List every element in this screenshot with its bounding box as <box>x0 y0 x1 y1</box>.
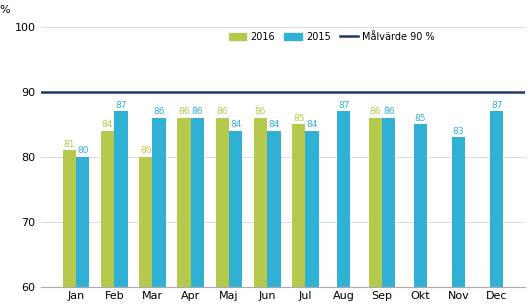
Bar <box>305 131 319 286</box>
Text: 81: 81 <box>64 140 75 149</box>
Text: 84: 84 <box>306 120 318 130</box>
Text: 80: 80 <box>140 146 151 155</box>
Text: 87: 87 <box>338 101 349 110</box>
Text: %: % <box>0 5 10 15</box>
Text: 80: 80 <box>77 146 88 155</box>
Text: 86: 86 <box>178 107 190 116</box>
Bar <box>452 137 465 286</box>
Bar <box>337 111 350 286</box>
Bar <box>267 131 280 286</box>
Text: 84: 84 <box>230 120 242 130</box>
Legend: 2016, 2015, Målvärde 90 %: 2016, 2015, Målvärde 90 % <box>225 28 438 45</box>
Bar <box>229 131 242 286</box>
Text: 87: 87 <box>115 101 127 110</box>
Bar <box>139 157 152 286</box>
Bar <box>114 111 127 286</box>
Bar <box>490 111 503 286</box>
Text: 87: 87 <box>491 101 502 110</box>
Text: 85: 85 <box>415 114 426 123</box>
Bar <box>382 118 396 286</box>
Text: 86: 86 <box>217 107 228 116</box>
Text: 84: 84 <box>102 120 113 130</box>
Text: 86: 86 <box>192 107 203 116</box>
Bar <box>191 118 204 286</box>
Bar <box>254 118 267 286</box>
Bar <box>292 124 305 286</box>
Bar <box>152 118 166 286</box>
Bar <box>76 157 89 286</box>
Bar <box>177 118 191 286</box>
Text: 83: 83 <box>453 127 464 136</box>
Text: 86: 86 <box>383 107 395 116</box>
Text: 84: 84 <box>268 120 280 130</box>
Text: 86: 86 <box>370 107 381 116</box>
Bar <box>63 150 76 286</box>
Text: 86: 86 <box>255 107 266 116</box>
Bar <box>216 118 229 286</box>
Bar <box>101 131 114 286</box>
Text: 86: 86 <box>153 107 165 116</box>
Text: 85: 85 <box>293 114 304 123</box>
Bar <box>369 118 382 286</box>
Bar <box>414 124 427 286</box>
